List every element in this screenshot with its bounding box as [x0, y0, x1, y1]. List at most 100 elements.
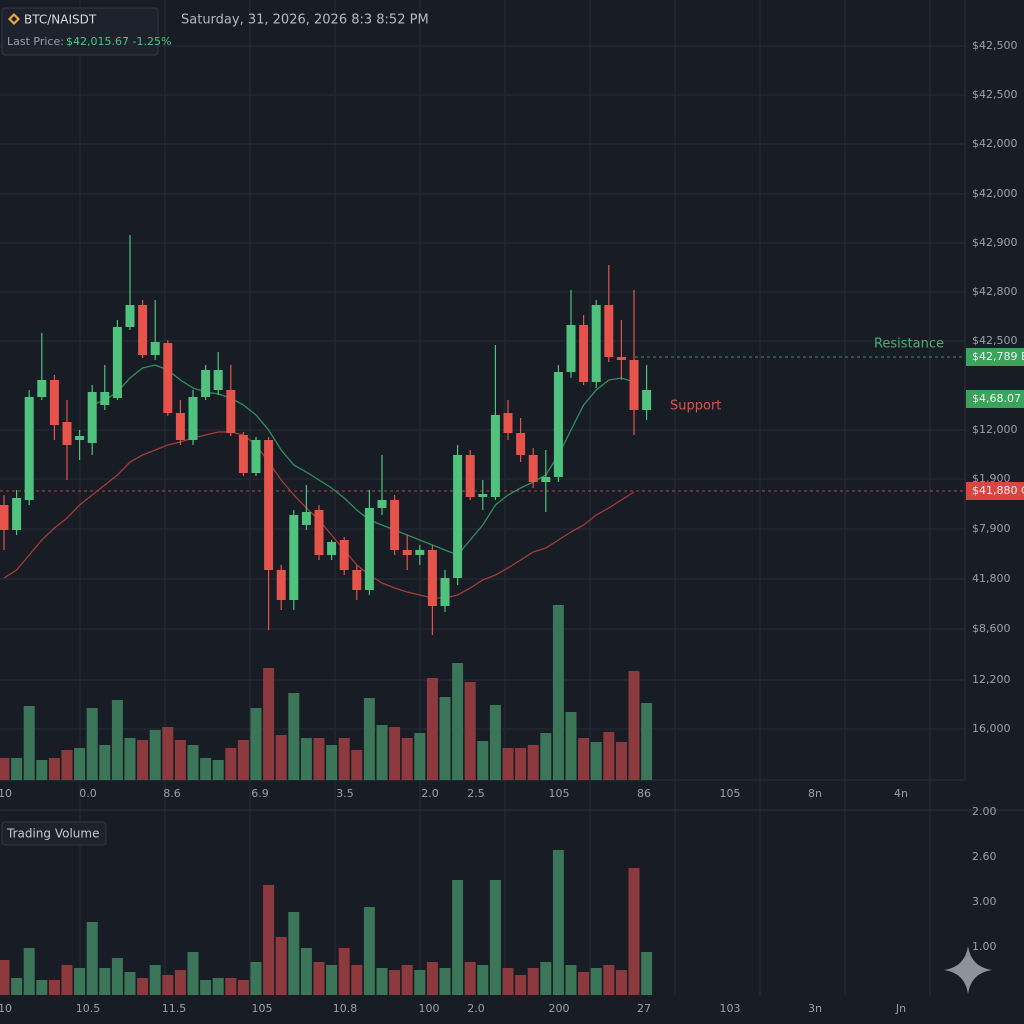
volume-panel-bar	[376, 968, 388, 995]
volume-bar	[489, 705, 501, 780]
volume-bar	[187, 745, 199, 780]
volume-panel-bar	[0, 960, 10, 995]
candle-body	[516, 433, 526, 455]
price-axis-label: $12,000	[972, 423, 1018, 436]
volume-panel-bar	[86, 922, 98, 995]
x-axis-label: 4n	[894, 787, 908, 800]
candle-body	[604, 305, 614, 357]
volume-x-axis-label: 2.0	[467, 1002, 485, 1015]
volume-x-axis-label: Jn	[895, 1002, 906, 1015]
volume-panel-bar	[502, 968, 514, 995]
x-axis-label: 86	[637, 787, 651, 800]
volume-bar	[74, 748, 86, 780]
x-axis-label: 3.5	[336, 787, 354, 800]
volume-bar	[338, 738, 350, 780]
candle-body	[629, 360, 639, 410]
volume-bar	[376, 725, 388, 780]
volume-panel-bar	[162, 975, 174, 995]
volume-bar	[11, 758, 23, 780]
volume-panel-bar	[515, 975, 527, 995]
volume-panel-bar	[628, 868, 640, 995]
candle-body	[24, 397, 34, 500]
volume-bar	[401, 738, 413, 780]
x-axis-label: 6.9	[251, 787, 269, 800]
volume-x-axis-label: 103	[720, 1002, 741, 1015]
candle-body	[37, 380, 47, 397]
candle-body	[175, 413, 185, 440]
volume-bar	[149, 730, 161, 780]
volume-bar	[641, 703, 653, 780]
candle-body	[427, 550, 437, 606]
candle-body	[541, 477, 551, 482]
price-tag	[966, 482, 1024, 500]
price-axis-label: $1,900	[972, 472, 1011, 485]
volume-title: Trading Volume	[6, 827, 99, 841]
candle-body	[289, 515, 299, 600]
volume-bar	[36, 760, 48, 780]
x-axis-label: 10	[0, 787, 12, 800]
candle-body	[251, 440, 261, 473]
volume-bar	[464, 682, 476, 780]
volume-bar	[288, 693, 300, 780]
volume-bar	[237, 740, 249, 780]
candle-body	[112, 327, 122, 398]
volume-x-axis-label: 11.5	[162, 1002, 187, 1015]
volume-panel-bar	[225, 978, 237, 995]
volume-bar	[200, 758, 212, 780]
volume-bar	[603, 732, 615, 780]
volume-x-axis-label: 3n	[808, 1002, 822, 1015]
candle-body	[125, 305, 135, 327]
volume-bar	[590, 742, 602, 780]
candle-body	[465, 455, 475, 497]
price-tag-label: $41,880 C	[972, 484, 1024, 497]
volume-bar	[300, 738, 312, 780]
price-tag	[966, 348, 1024, 366]
volume-panel-bar	[61, 965, 73, 995]
candle-body	[12, 498, 22, 530]
volume-panel-bar	[363, 907, 375, 995]
volume-panel-bar	[124, 972, 136, 995]
volume-panel-bar	[212, 978, 224, 995]
volume-bar	[137, 740, 149, 780]
volume-panel-bar	[641, 952, 653, 995]
volume-x-axis-label: 200	[549, 1002, 570, 1015]
candle-body	[163, 343, 173, 413]
volume-bar	[389, 727, 401, 780]
volume-panel-bar	[313, 962, 325, 995]
candle-body	[478, 494, 488, 497]
volume-bar	[615, 742, 627, 780]
volume-panel-bar	[74, 968, 86, 995]
candle-body	[138, 305, 148, 355]
candle-body	[62, 422, 72, 445]
support-label: Support	[670, 399, 721, 414]
volume-bar	[86, 708, 98, 780]
volume-panel-bar	[615, 970, 627, 995]
volume-bar	[162, 727, 174, 780]
volume-panel-bar	[275, 937, 287, 995]
volume-bar	[326, 745, 338, 780]
volume-bar	[61, 750, 73, 780]
volume-bar	[212, 760, 224, 780]
volume-bar	[578, 738, 590, 780]
volume-panel-bar	[452, 880, 464, 995]
volume-bar	[351, 750, 363, 780]
candle-body	[503, 413, 513, 433]
last-price-label: Last Price:	[7, 35, 64, 48]
price-axis-label: $42,500	[972, 88, 1018, 101]
volume-panel-bar	[489, 880, 501, 995]
volume-panel-bar	[603, 965, 615, 995]
volume-bar	[452, 663, 464, 780]
volume-x-axis-label: 10.5	[76, 1002, 101, 1015]
volume-panel-bar	[11, 978, 23, 995]
x-axis-label: 105	[720, 787, 741, 800]
price-axis-label: $42,900	[972, 236, 1018, 249]
volume-bar	[540, 733, 552, 780]
candle-body	[100, 392, 110, 405]
candle-body	[213, 370, 223, 390]
candle-body	[390, 500, 400, 550]
volume-panel-bar	[389, 970, 401, 995]
x-axis-label: 2.0	[421, 787, 439, 800]
volume-bar	[477, 741, 489, 780]
price-axis-label: 41,800	[972, 572, 1011, 585]
volume-panel-bar	[48, 980, 60, 995]
